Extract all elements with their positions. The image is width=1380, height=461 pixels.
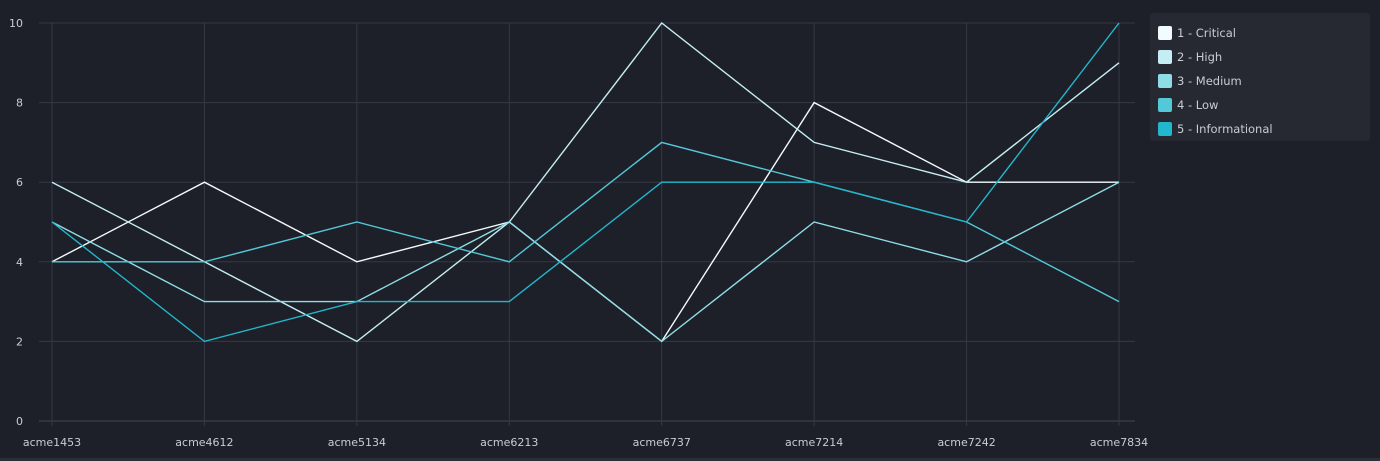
x-tick-label: acme6737 xyxy=(633,436,691,449)
y-tick-label: 4 xyxy=(16,256,23,269)
legend-item[interactable]: 3 - Medium xyxy=(1150,69,1370,93)
series-line-4 xyxy=(52,141,1120,303)
series-line-5 xyxy=(51,22,1120,343)
legend-label: 5 - Informational xyxy=(1177,122,1273,136)
y-tick-label: 10 xyxy=(9,17,23,30)
legend-label: 2 - High xyxy=(1177,50,1223,64)
series-line-2 xyxy=(51,22,1120,343)
legend-item[interactable]: 5 - Informational xyxy=(1150,117,1370,141)
y-tick-label: 2 xyxy=(16,335,23,348)
y-tick-label: 0 xyxy=(16,415,23,428)
legend-swatch xyxy=(1158,50,1172,64)
x-tick-label: acme7214 xyxy=(785,436,843,449)
axes: 0 2 4 6 8 10 acme1453 acme4612 acme5134 acme6213 a… xyxy=(9,17,1148,449)
legend-swatch xyxy=(1158,74,1172,88)
x-tick-label: acme5134 xyxy=(328,436,386,449)
legend-swatch xyxy=(1158,98,1172,112)
x-tick-label: acme7242 xyxy=(937,436,995,449)
legend-swatch xyxy=(1158,26,1172,40)
x-tick-label: acme7834 xyxy=(1090,436,1148,449)
series-line-3 xyxy=(51,181,1120,343)
y-tick-label: 8 xyxy=(16,97,23,110)
legend-label: 3 - Medium xyxy=(1177,74,1242,88)
legend-label: 4 - Low xyxy=(1177,98,1219,112)
x-tick-label: acme6213 xyxy=(480,436,538,449)
bottom-border xyxy=(0,458,1380,461)
legend-item[interactable]: 1 - Critical xyxy=(1150,21,1370,45)
x-tick-label: acme1453 xyxy=(23,436,81,449)
legend-item[interactable]: 4 - Low xyxy=(1150,93,1370,117)
legend: 1 - Critical 2 - High 3 - Medium 4 - Low 5 -… xyxy=(1150,13,1370,141)
legend-label: 1 - Critical xyxy=(1177,26,1236,40)
x-tick-label: acme4612 xyxy=(175,436,233,449)
legend-item[interactable]: 2 - High xyxy=(1150,45,1370,69)
legend-swatch xyxy=(1158,122,1172,136)
y-tick-label: 6 xyxy=(16,176,23,189)
series-lines xyxy=(51,22,1120,343)
series-line-1 xyxy=(51,101,1119,343)
grid xyxy=(39,22,1135,426)
